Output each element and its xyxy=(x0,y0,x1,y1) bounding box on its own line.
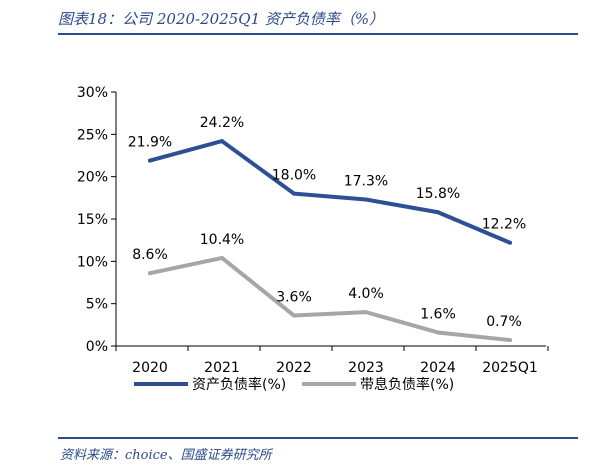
y-tick-label: 15% xyxy=(77,212,108,228)
legend-label: 资产负债率(%) xyxy=(192,376,286,393)
title-rule xyxy=(58,33,578,35)
x-tick-label: 2021 xyxy=(204,360,240,376)
y-tick-label: 10% xyxy=(77,254,108,270)
data-point xyxy=(220,139,224,144)
legend-label: 带息负债率(%) xyxy=(360,376,454,393)
data-label: 4.0% xyxy=(348,286,384,302)
data-label: 17.3% xyxy=(344,174,388,190)
data-label: 18.0% xyxy=(272,168,316,184)
data-point xyxy=(508,338,512,343)
series-line xyxy=(148,255,512,343)
y-tick-label: 30% xyxy=(77,85,108,101)
data-label: 24.2% xyxy=(200,115,244,131)
x-tick-label: 2024 xyxy=(420,360,456,376)
data-point xyxy=(220,255,224,260)
data-label: 0.7% xyxy=(486,314,522,330)
data-label: 21.9% xyxy=(128,135,172,151)
x-tick-label: 2025Q1 xyxy=(482,360,538,376)
chart-axes: 0% 5% 10% 15% 20% 25% 30% 2020 2021 2022 2023 2024 2… xyxy=(77,85,549,376)
data-point xyxy=(364,310,368,315)
figure-title: 图表18：公司 2020-2025Q1 资产负债率（%） xyxy=(58,10,385,28)
x-tick-label: 2022 xyxy=(276,360,312,376)
data-label: 15.8% xyxy=(416,186,460,202)
series-line xyxy=(148,139,512,245)
chart-series xyxy=(148,139,512,343)
data-label: 3.6% xyxy=(276,290,312,306)
data-point xyxy=(148,158,152,163)
data-point xyxy=(364,197,368,202)
data-label: 8.6% xyxy=(132,247,168,263)
data-point xyxy=(292,191,296,196)
y-tick-label: 0% xyxy=(86,339,108,355)
data-point xyxy=(292,313,296,318)
x-tick-label: 2023 xyxy=(348,360,384,376)
source-rule xyxy=(58,437,578,439)
y-tick-label: 5% xyxy=(86,297,108,313)
data-point xyxy=(148,271,152,276)
data-label: 1.6% xyxy=(420,306,456,322)
data-label: 10.4% xyxy=(200,232,244,248)
data-label: 12.2% xyxy=(482,217,526,233)
chart-legend: 资产负债率(%) 带息负债率(%) xyxy=(134,376,454,393)
x-tick-label: 2020 xyxy=(132,360,168,376)
data-point xyxy=(436,210,440,215)
y-tick-label: 25% xyxy=(77,127,108,143)
data-point xyxy=(508,240,512,245)
source-note: 资料来源：choice、国盛证券研究所 xyxy=(60,448,272,463)
chart-data-labels: 21.9% 24.2% 18.0% 17.3% 15.8% 12.2% 8.6% 10.4% 3… xyxy=(128,115,526,330)
data-point xyxy=(436,330,440,335)
y-tick-label: 20% xyxy=(77,170,108,186)
